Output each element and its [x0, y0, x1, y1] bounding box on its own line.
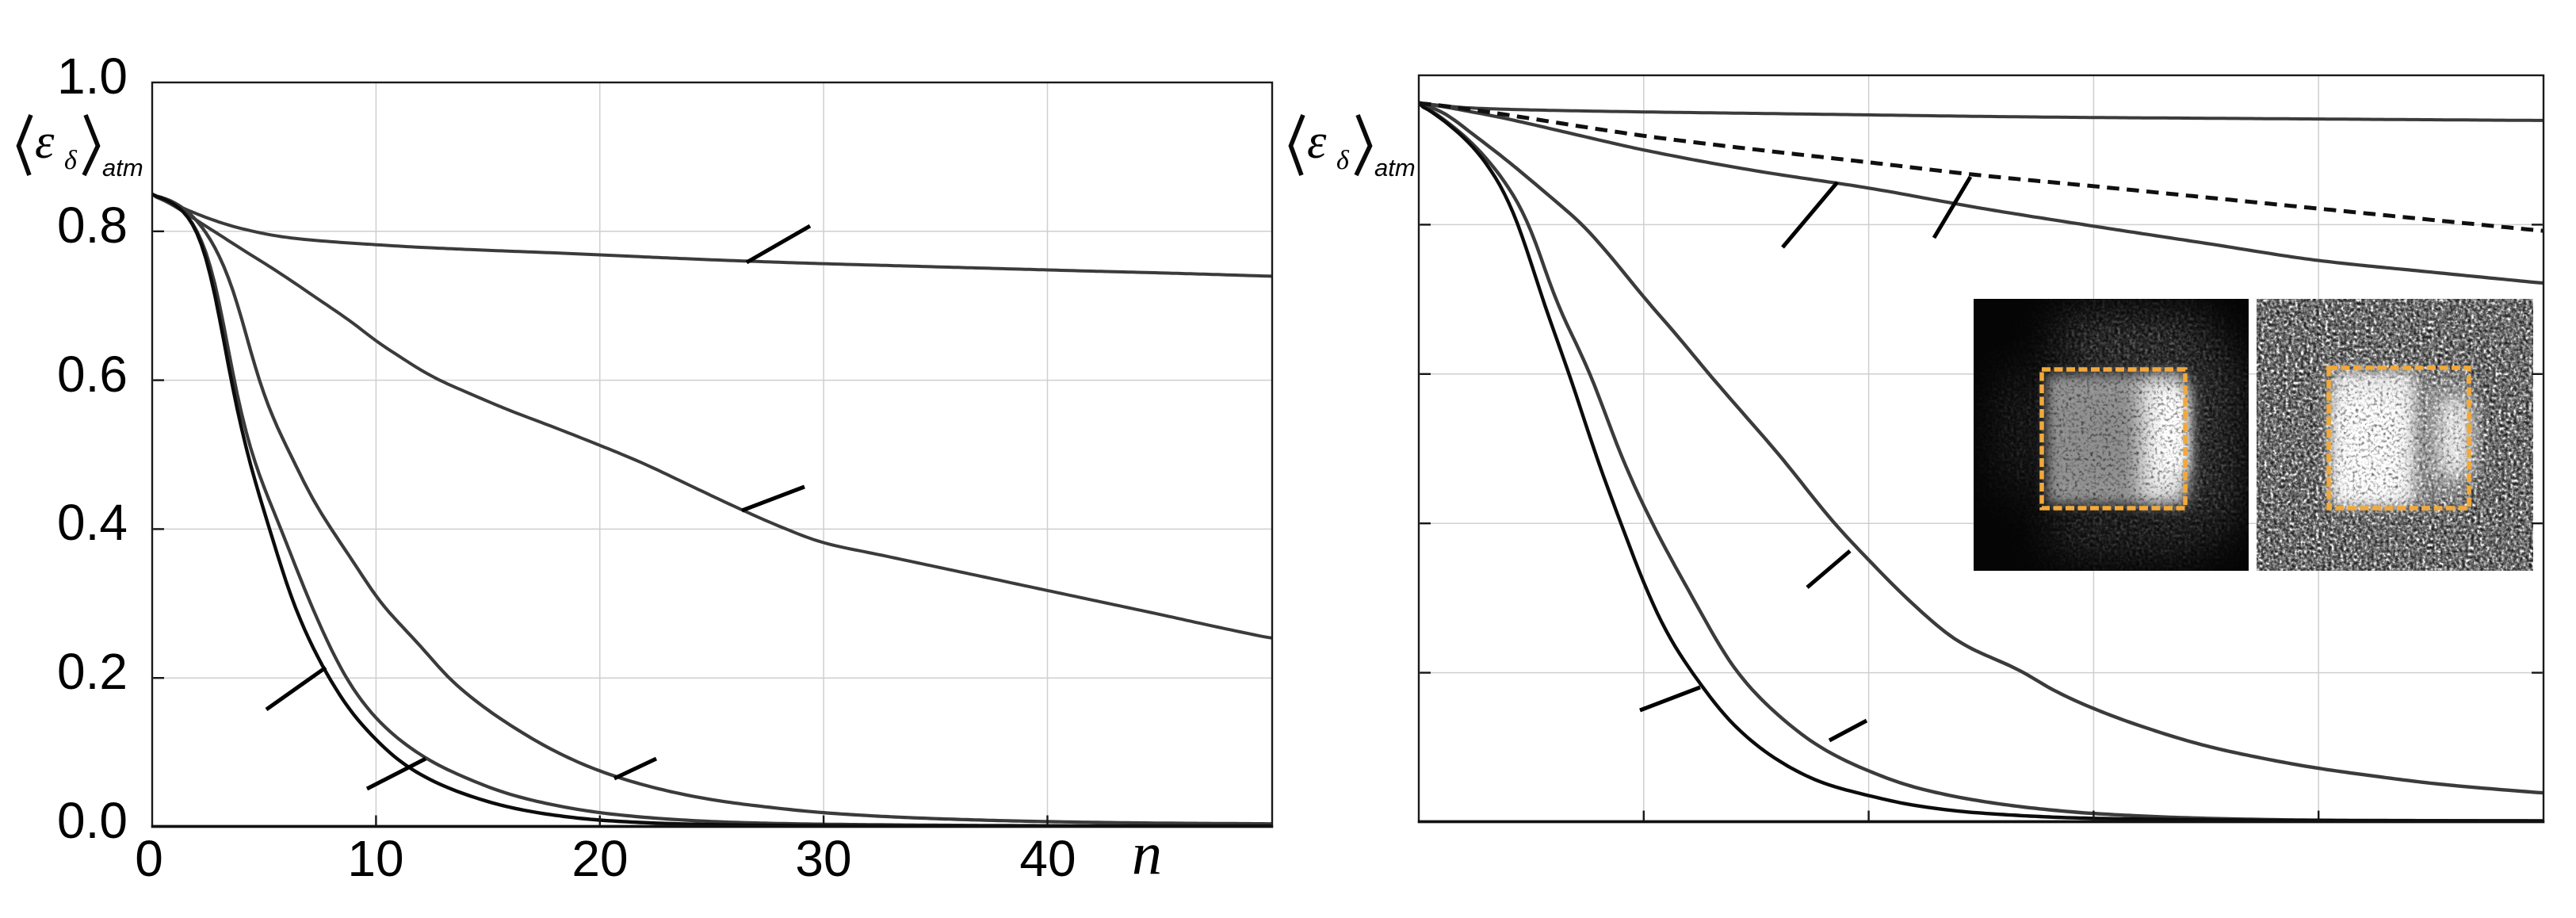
svg-text:40: 40: [1019, 830, 1076, 887]
svg-text:0.0: 0.0: [57, 792, 128, 849]
svg-text:0.2: 0.2: [57, 643, 128, 700]
svg-text:0.6: 0.6: [57, 346, 128, 403]
svg-text:ε: ε: [1307, 115, 1327, 169]
svg-text:atm: atm: [102, 154, 143, 182]
svg-text:δ: δ: [64, 146, 78, 175]
svg-text:atm: atm: [1374, 154, 1416, 182]
svg-text:20: 20: [571, 830, 628, 887]
svg-text:0.4: 0.4: [57, 494, 128, 551]
svg-text:0: 0: [135, 830, 163, 887]
svg-text:δ: δ: [1336, 146, 1350, 175]
svg-text:ε: ε: [35, 115, 55, 169]
svg-text:30: 30: [795, 830, 851, 887]
svg-text:0.8: 0.8: [57, 197, 128, 254]
svg-text:1.0: 1.0: [57, 48, 128, 105]
svg-text:10: 10: [347, 830, 403, 887]
svg-text:n: n: [1132, 820, 1162, 887]
